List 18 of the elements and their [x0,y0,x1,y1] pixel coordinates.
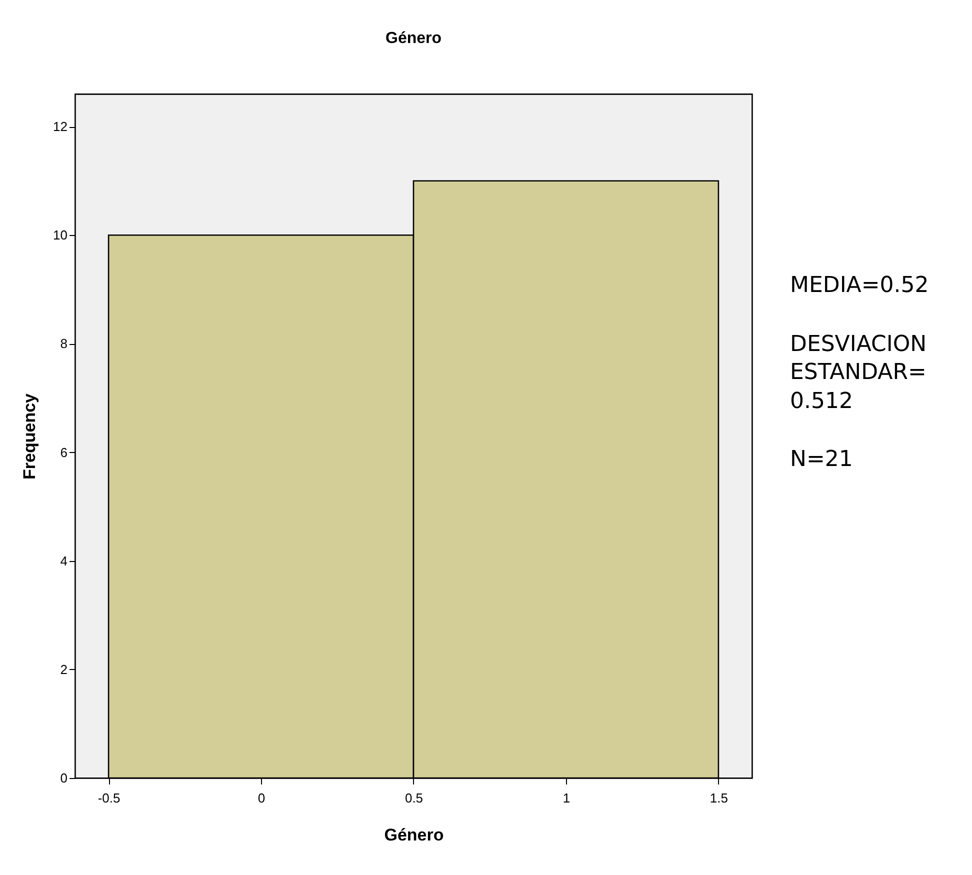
text: DESVIACION ESTANDAR= 0.512 [790,330,928,416]
x-axis-title: Género [384,826,444,844]
x-tick-label: 1 [562,790,570,806]
y-tick-label: 8 [60,336,68,352]
x-tick-label: 0.5 [404,790,424,806]
x-tick-label: 1.5 [710,790,728,806]
y-tick-label: 6 [60,444,68,460]
text: N=21 [790,446,854,474]
text: MEDIA=0.52 [790,272,930,300]
x-tick-label: -0.5 [98,790,120,806]
chart-title: Género [385,30,442,47]
y-tick-label: 10 [53,228,68,243]
y-tick-label: 2 [60,662,68,677]
y-tick-label: 4 [60,553,68,568]
x-tick-label: 0 [258,790,266,806]
y-tick-label: 12 [53,119,68,134]
y-tick-label: 0 [60,770,68,786]
y-axis-title: Frequency [20,392,40,480]
